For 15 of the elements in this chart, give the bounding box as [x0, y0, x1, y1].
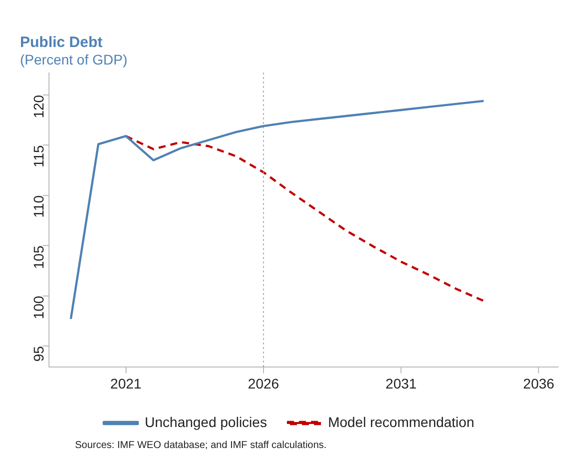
y-tick-label: 95 [30, 346, 47, 362]
x-tick-label: 2036 [523, 375, 555, 392]
source-note: Sources: IMF WEO database; and IMF staff calculations. [75, 440, 327, 451]
y-tick-label: 110 [30, 195, 47, 218]
x-tick-label: 2021 [110, 375, 142, 392]
legend-label: Model recommendation [328, 414, 474, 430]
y-tick-label: 105 [30, 245, 47, 269]
y-tick-label: 100 [30, 296, 47, 320]
x-tick-label: 2031 [386, 375, 417, 392]
x-tick-label: 2026 [248, 375, 280, 392]
legend-label: Unchanged policies [144, 414, 267, 430]
chart-subtitle: (Percent of GDP) [20, 51, 128, 68]
y-tick-label: 115 [30, 144, 47, 168]
chart-title: Public Debt [20, 34, 103, 52]
y-tick-label: 120 [30, 94, 47, 118]
